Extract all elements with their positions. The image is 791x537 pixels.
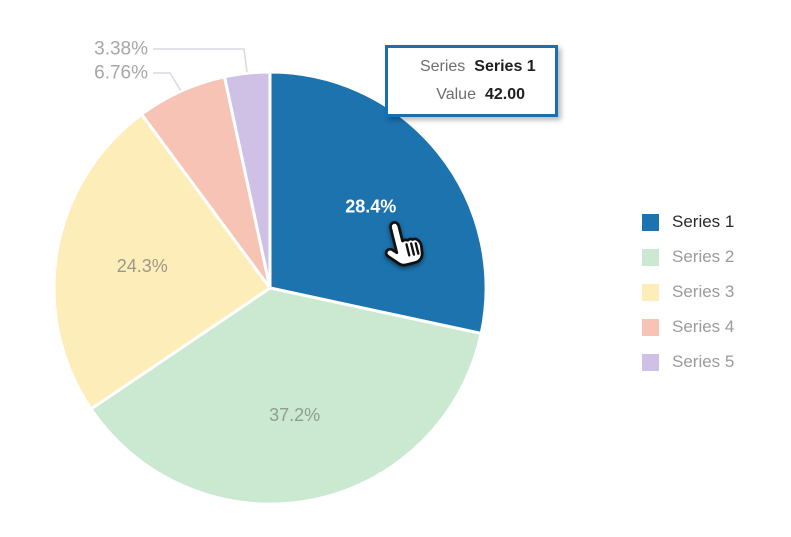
leader-line-series-5	[153, 48, 248, 73]
legend-label-series-3: Series 3	[672, 282, 735, 301]
legend-label-series-4: Series 4	[672, 317, 735, 336]
legend-item-series-5[interactable]: Series 5	[642, 352, 734, 372]
legend-swatch-series-1	[642, 213, 659, 231]
hand-outline	[384, 221, 424, 267]
slice-label-series-1: 28.4%	[345, 197, 396, 217]
pie-slice-series-2[interactable]	[89, 286, 483, 506]
tooltip-value-label: Value	[436, 86, 476, 103]
slice-label-series-3: 24.3%	[117, 256, 168, 276]
legend-label-series-5: Series 5	[672, 352, 735, 371]
leader-line-series-4	[153, 72, 182, 91]
legend-swatch-series-3	[642, 283, 659, 301]
legend-label-series-1: Series 1	[672, 212, 735, 231]
legend-item-series-2[interactable]: Series 2	[642, 247, 734, 267]
legend-item-series-3[interactable]: Series 3	[642, 282, 734, 302]
slice-label-series-2: 37.2%	[269, 405, 320, 425]
tooltip-value-value: 42.00	[484, 86, 526, 103]
pointer-hand-cursor	[384, 221, 424, 267]
tooltip-series-label: Series	[419, 58, 466, 75]
slice-label-series-4: 6.76%	[94, 63, 148, 84]
pie-slice-series-5[interactable]	[223, 70, 272, 290]
legend-item-series-1[interactable]: Series 1	[642, 212, 734, 232]
tooltip-row-value: Value 42.00	[398, 81, 545, 109]
tooltip-row-series: Series Series 1	[398, 53, 545, 81]
tooltip-series-value: Series 1	[474, 58, 536, 75]
hand-finger-lines	[405, 242, 420, 257]
pie-slice-series-1[interactable]	[268, 70, 488, 335]
legend-swatch-series-2	[642, 248, 659, 266]
tooltip: Series Series 1 Value 42.00	[385, 45, 558, 117]
pie-slice-series-3[interactable]	[52, 112, 272, 411]
legend-label-series-2: Series 2	[672, 247, 735, 266]
slice-label-series-5: 3.38%	[94, 39, 148, 60]
legend-item-series-4[interactable]: Series 4	[642, 317, 734, 337]
legend: Series 1 Series 2 Series 3 Series 4 Series 5	[642, 212, 734, 372]
legend-swatch-series-5	[642, 353, 659, 371]
legend-swatch-series-4	[642, 318, 659, 336]
